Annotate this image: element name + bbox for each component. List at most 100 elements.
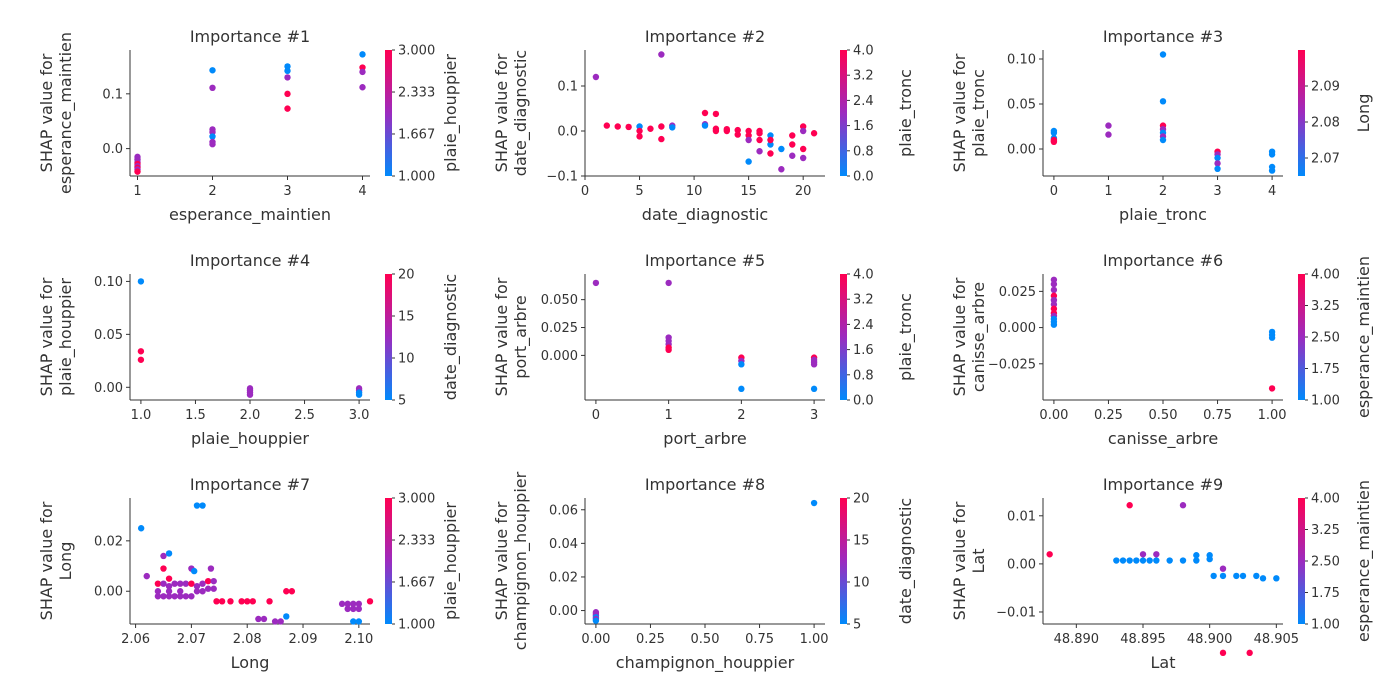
data-point — [738, 385, 745, 393]
y-tick-label: 0.00 — [549, 604, 578, 619]
data-point — [344, 600, 351, 608]
data-point — [137, 356, 145, 363]
data-point — [767, 141, 774, 148]
colorbar: 1.00 1.75 2.50 3.25 4.00 esperance_maintien — [1298, 256, 1374, 418]
data-point — [283, 588, 290, 595]
data-point — [355, 600, 363, 608]
y-tick-label: 0.00 — [94, 585, 123, 600]
data-point — [1268, 334, 1276, 341]
y-tick-label: 0.050 — [541, 293, 578, 308]
colorbar-tick-label: 3.25 — [1311, 523, 1340, 538]
data-point — [712, 127, 720, 135]
data-point — [182, 593, 190, 600]
data-point — [658, 51, 665, 58]
subplot-title: Importance #3 — [1103, 27, 1223, 46]
data-point — [171, 580, 178, 587]
x-tick-label: 0.00 — [581, 632, 610, 647]
data-point — [756, 148, 763, 155]
colorbar-tick-label: 0.8 — [853, 368, 874, 383]
colorbar-tick-label: 3.2 — [853, 69, 874, 84]
data-point — [227, 598, 234, 605]
colorbar-tick-label: 15 — [853, 534, 870, 549]
colorbar-tick-label: 4.00 — [1311, 492, 1340, 507]
data-point — [636, 133, 643, 140]
data-point — [182, 580, 190, 587]
x-tick-label: 48.895 — [1120, 632, 1166, 647]
data-point — [1046, 551, 1053, 558]
data-point — [810, 499, 818, 507]
x-tick-label: 0.75 — [1203, 408, 1232, 423]
x-axis-label: champignon_houppier — [616, 653, 795, 673]
data-point — [188, 580, 195, 587]
data-point — [669, 124, 676, 131]
colorbar-gradient — [840, 50, 847, 176]
x-tick-label: 4 — [358, 184, 366, 199]
subplot-title: Importance #7 — [190, 475, 310, 494]
x-axis-label: Lat — [1151, 653, 1176, 672]
data-point — [244, 598, 251, 605]
data-point — [810, 361, 818, 368]
y-tick-label: 0.025 — [541, 321, 578, 336]
y-axis-label: SHAP value forLat — [950, 501, 988, 620]
subplot-4: Importance #4 1.0 1.5 2.0 2.5 3.0 0.00 0.05 0.10… — [37, 251, 461, 449]
colorbar: 1.000 1.667 2.333 3.000 plaie_houppier — [385, 492, 461, 633]
colorbar-tick-label: 1.6 — [853, 343, 874, 358]
colorbar-tick-label: 1.6 — [853, 119, 874, 134]
colorbar-tick-label: 2.50 — [1311, 331, 1340, 346]
data-point — [193, 588, 201, 595]
colorbar-tick-label: 2.50 — [1311, 555, 1340, 570]
data-point — [767, 136, 774, 144]
data-point — [213, 598, 220, 605]
subplot-3: Importance #3 0 1 2 3 4 0.00 0.05 0.10 plaie_tron… — [950, 27, 1373, 225]
data-point — [271, 618, 279, 625]
x-tick-label: 0.50 — [1149, 408, 1178, 423]
data-point — [246, 391, 254, 398]
data-point — [1126, 557, 1133, 564]
y-axis-label: SHAP value forplaie_houppier — [37, 277, 76, 396]
colorbar-tick-label: 1.000 — [398, 618, 435, 633]
colorbar-tick-label: 15 — [398, 310, 415, 325]
data-point — [1105, 131, 1112, 138]
colorbar-tick-label: 4.0 — [853, 268, 874, 283]
x-tick-label: 0 — [1050, 184, 1058, 199]
data-point — [218, 598, 226, 605]
data-point — [778, 145, 785, 153]
x-tick-label: 20 — [795, 184, 812, 199]
y-tick-label: 0.10 — [1007, 53, 1036, 68]
data-point — [810, 130, 818, 137]
x-axis-label: plaie_tronc — [1119, 205, 1207, 225]
data-point — [160, 552, 167, 560]
data-point — [207, 565, 215, 572]
x-tick-label: 0.25 — [636, 632, 665, 647]
y-tick-label: −0.01 — [996, 605, 1036, 620]
data-point — [154, 580, 162, 587]
colorbar-gradient — [1298, 274, 1305, 400]
data-point — [745, 158, 752, 165]
data-point — [665, 279, 672, 287]
data-point — [359, 51, 366, 58]
data-point — [1139, 557, 1147, 564]
x-tick-label: 2.09 — [289, 632, 318, 647]
data-point — [1050, 321, 1058, 328]
x-tick-label: 1 — [133, 184, 141, 199]
colorbar-tick-label: 3.2 — [853, 293, 874, 308]
x-tick-label: 0.50 — [691, 632, 720, 647]
data-point — [366, 598, 374, 605]
colorbar-tick-label: 1.75 — [1311, 362, 1340, 377]
data-point — [177, 580, 184, 587]
y-tick-label: 0.00 — [1007, 557, 1036, 572]
colorbar-gradient — [1298, 498, 1305, 624]
data-point — [177, 593, 184, 600]
colorbar-tick-label: 0.8 — [853, 144, 874, 159]
colorbar-label: Long — [1354, 94, 1373, 133]
data-point — [283, 613, 290, 620]
y-tick-label: 0.02 — [94, 534, 123, 549]
data-point — [1273, 575, 1280, 582]
y-tick-label: 0.10 — [94, 275, 123, 290]
colorbar-tick-label: 1.667 — [398, 127, 435, 142]
data-point — [658, 123, 665, 130]
data-point — [1133, 557, 1140, 564]
data-point — [288, 588, 296, 595]
data-point — [1259, 575, 1267, 582]
